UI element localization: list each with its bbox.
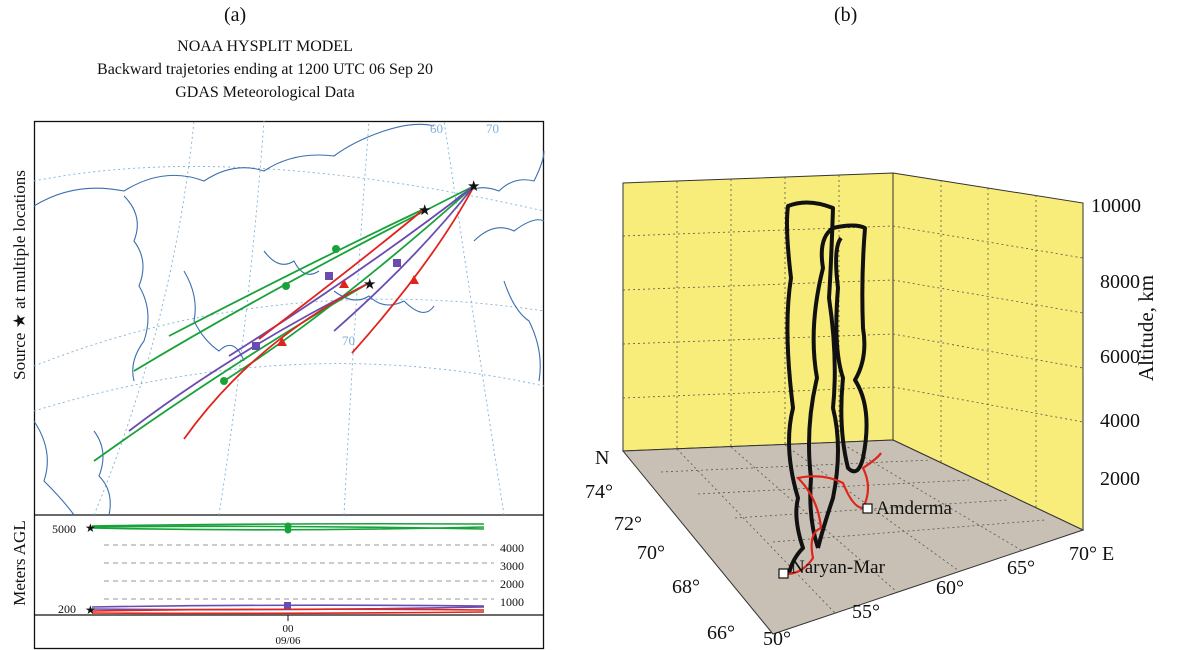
star-icon: ★ — [467, 179, 480, 195]
trajectory-map: ★ ★ ★ 60 70 70 4000 3000 2000 1000 5000 … — [33, 120, 545, 650]
height-axis-label: Meters AGL — [10, 520, 29, 606]
place-labels: Amderma Naryan-Mar — [791, 498, 953, 578]
source-label-prefix: Source — [10, 332, 29, 380]
map-coastlines — [33, 123, 545, 516]
altitude-axis-label: Altitude, km — [1134, 275, 1158, 381]
star-icon: ★ — [85, 603, 96, 617]
z-tick-8000: 8000 — [1100, 271, 1140, 293]
level-2000: 2000 — [500, 577, 524, 591]
z-tick-10000: 10000 — [1091, 195, 1141, 217]
time-tick-date: 09/06 — [275, 635, 301, 647]
star-icon: ★ — [418, 203, 431, 219]
star-icon: ★ — [10, 313, 29, 329]
source-label-suffix: at multiple locations — [10, 170, 29, 309]
z-tick-4000: 4000 — [1100, 410, 1140, 432]
lon-tick-65: 65° — [1007, 557, 1035, 579]
naryan-mar-marker — [778, 568, 789, 579]
floor-plane — [621, 439, 1085, 635]
lat-unit-n: N — [595, 447, 609, 469]
level-1000: 1000 — [500, 595, 524, 609]
lat-tick-68: 68° — [672, 576, 700, 598]
panel-a-subtitle: Backward trajetories ending at 1200 UTC … — [97, 61, 433, 78]
source-stars: ★ ★ ★ — [363, 179, 480, 293]
height-markers: ★ ★ — [85, 521, 292, 617]
lat-tick-72: 72° — [614, 513, 642, 535]
map-graticule — [33, 120, 545, 516]
source-axis-label: Source ★ at multiple locations — [10, 165, 30, 385]
height-left-ticks: 5000 200 — [52, 522, 76, 616]
time-axis: 00 09/06 — [275, 623, 301, 647]
trajectory-path — [785, 200, 869, 574]
height-gridlines — [104, 544, 494, 600]
place-amderma: Amderma — [876, 498, 953, 519]
height-level-labels: 4000 3000 2000 1000 — [500, 541, 524, 609]
star-icon: ★ — [85, 521, 96, 535]
panel-a-title: NOAA HYSPLIT MODEL — [177, 38, 353, 55]
graticule-label-70-mid: 70 — [342, 333, 355, 348]
lat-tick-74: 74° — [585, 481, 613, 503]
lat-tick-66: 66° — [707, 622, 735, 644]
star-icon: ★ — [363, 277, 376, 293]
lon-tick-70e: 70° E — [1069, 543, 1114, 565]
z-tick-2000: 2000 — [1100, 468, 1140, 490]
panel-a-data-source: GDAS Meteorological Data — [175, 84, 355, 101]
lon-tick-55: 55° — [852, 601, 880, 623]
altitude-ticks: 10000 8000 6000 4000 2000 — [1091, 195, 1141, 490]
graticule-label-60: 60 — [430, 121, 443, 136]
amderma-marker — [862, 503, 873, 514]
tick-200: 200 — [58, 602, 76, 616]
trajectory-markers — [220, 245, 419, 385]
lon-tick-50: 50° — [763, 628, 791, 650]
graticule-label-70-top: 70 — [486, 121, 499, 136]
back-wall-left — [622, 172, 894, 452]
place-naryan-mar: Naryan-Mar — [791, 557, 886, 578]
lat-tick-70: 70° — [637, 542, 665, 564]
map-frame — [33, 120, 545, 650]
tick-5000: 5000 — [52, 522, 76, 536]
time-tick-hour: 00 — [283, 623, 295, 635]
ground-track — [787, 452, 882, 576]
longitude-ticks: 50° 55° 60° 65° 70° E — [763, 543, 1114, 650]
lon-tick-60: 60° — [936, 577, 964, 599]
panel-a-label: (a) — [224, 4, 247, 26]
latitude-ticks: N 74° 72° 70° 68° 66° — [585, 447, 735, 644]
level-4000: 4000 — [500, 541, 524, 555]
trajectory-lines — [93, 185, 475, 462]
level-3000: 3000 — [500, 559, 524, 573]
panel-b-label: (b) — [834, 4, 858, 26]
graticule-labels: 60 70 70 — [342, 121, 499, 348]
z-tick-6000: 6000 — [1100, 346, 1140, 368]
trajectory-3d-plot: Amderma Naryan-Mar 10000 8000 6000 4000 … — [585, 172, 1158, 650]
